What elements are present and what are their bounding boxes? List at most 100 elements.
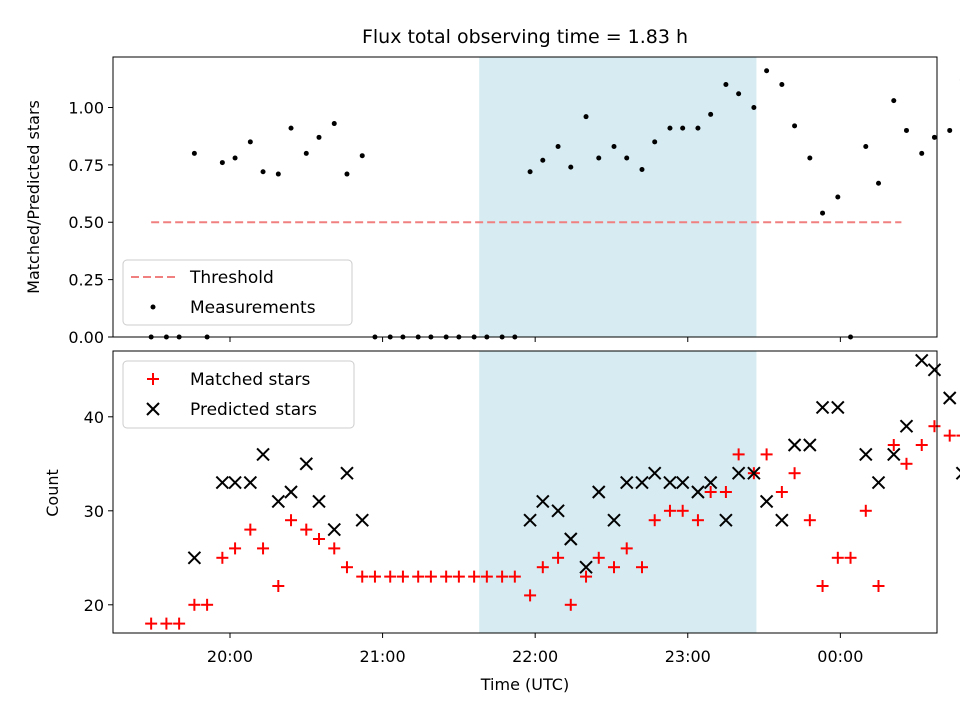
top-y-axis-label: Matched/Predicted stars	[24, 100, 43, 294]
matched-star-point	[552, 551, 565, 564]
matched-star-point	[285, 514, 298, 527]
predicted-star-point	[312, 494, 326, 509]
matched-star-point	[676, 504, 689, 517]
top-y-tick-label: 0.75	[68, 156, 104, 175]
measurement-point	[611, 144, 617, 150]
measurement-point	[667, 125, 673, 131]
measurement-point	[219, 160, 225, 166]
matched-star-point	[188, 598, 201, 611]
matched-star-point	[732, 448, 745, 461]
bottom-y-tick-label: 40	[84, 408, 104, 427]
predicted-star-point	[899, 419, 914, 433]
matched-star-point	[244, 523, 257, 536]
matched-star-point	[592, 551, 605, 564]
measurement-point	[247, 139, 253, 145]
matched-star-point	[775, 486, 788, 498]
matched-star-point	[300, 523, 313, 536]
matched-star-point	[328, 542, 341, 555]
matched-star-point	[915, 439, 928, 451]
measurement-point	[680, 125, 686, 131]
matched-star-point	[816, 580, 829, 592]
predicted-star-point	[564, 532, 578, 546]
measurement-point	[931, 134, 937, 140]
measurement-point	[919, 150, 925, 156]
predicted-star-point	[887, 447, 901, 462]
matched-star-point	[704, 486, 717, 498]
predicted-star-point	[228, 475, 242, 490]
predicted-star-point	[691, 485, 705, 499]
matched-star-point	[956, 434, 960, 437]
matched-star-point	[648, 514, 661, 527]
predicted-star-point	[647, 466, 662, 480]
measurement-point	[903, 127, 909, 133]
predicted-star-point	[256, 447, 270, 462]
bottom-x-tick-label: 00:00	[817, 647, 863, 666]
legend-predicted-label: Predicted stars	[190, 400, 317, 420]
predicted-star-point	[955, 466, 960, 480]
bottom-legend: Matched stars Predicted stars	[122, 360, 355, 429]
measurement-point	[835, 194, 841, 200]
predicted-star-point	[915, 353, 929, 368]
legend-measurements-label: Measurements	[190, 298, 316, 318]
measurement-point	[792, 123, 798, 129]
matched-star-point	[663, 504, 676, 517]
measurement-point	[891, 98, 897, 104]
measurement-point	[820, 210, 826, 216]
top-y-tick-label: 1.00	[68, 98, 104, 117]
matched-star-point	[900, 457, 913, 470]
measurement-point	[275, 171, 281, 177]
predicted-star-point	[607, 513, 621, 527]
bottom-x-tick-label: 22:00	[512, 647, 558, 666]
measurement-point	[540, 157, 546, 163]
matched-star-point	[788, 467, 801, 480]
predicted-star-point	[815, 400, 830, 415]
predicted-star-point	[731, 466, 746, 480]
predicted-star-point	[271, 494, 286, 509]
matched-star-point	[145, 617, 158, 630]
top-y-tick-label: 0.50	[68, 213, 104, 232]
legend-matched-swatch	[147, 373, 159, 385]
matched-star-point	[803, 514, 816, 527]
matched-star-point	[524, 589, 537, 602]
predicted-star-point	[299, 457, 313, 471]
measurement-point	[316, 134, 322, 140]
predicted-star-point	[536, 494, 550, 509]
measurement-point	[359, 153, 365, 159]
matched-star-point	[480, 570, 493, 583]
top-chart-title: Flux total observing time = 1.83 h	[362, 26, 688, 48]
measurement-point	[695, 125, 701, 131]
top-y-tick-label: 0.25	[68, 271, 104, 290]
matched-star-point	[844, 551, 857, 564]
top-shaded-region	[479, 57, 757, 337]
bottom-y-axis-label: Count	[43, 469, 62, 517]
matched-star-point	[468, 570, 481, 583]
legend-measurements-swatch	[150, 304, 156, 310]
matched-star-point	[440, 570, 453, 583]
predicted-star-point	[943, 391, 957, 405]
matched-star-point	[872, 580, 885, 592]
measurement-point	[583, 114, 589, 120]
measurement-point	[751, 104, 757, 110]
measurement-point	[344, 171, 350, 177]
predicted-star-point	[327, 522, 341, 537]
matched-star-point	[859, 504, 872, 517]
matched-star-point	[887, 439, 900, 451]
matched-star-point	[943, 429, 956, 442]
predicted-star-point	[340, 466, 354, 480]
predicted-star-point	[243, 475, 258, 490]
matched-star-point	[452, 570, 465, 583]
predicted-star-point	[551, 504, 565, 518]
predicted-star-point	[523, 513, 537, 527]
predicted-star-point	[675, 475, 690, 490]
matched-star-point	[396, 570, 409, 583]
predicted-star-point	[355, 513, 369, 527]
matched-star-point	[384, 570, 397, 583]
measurement-point	[288, 125, 294, 131]
predicted-star-point	[592, 485, 606, 499]
measurement-point	[260, 169, 266, 175]
predicted-star-point	[703, 475, 718, 490]
bottom-x-ticks: 20:00 21:00 22:00 23:00 00:00	[207, 633, 863, 666]
bottom-x-axis-label: Time (UTC)	[480, 675, 569, 694]
predicted-star-point	[871, 475, 886, 490]
matched-star-point	[356, 570, 369, 583]
